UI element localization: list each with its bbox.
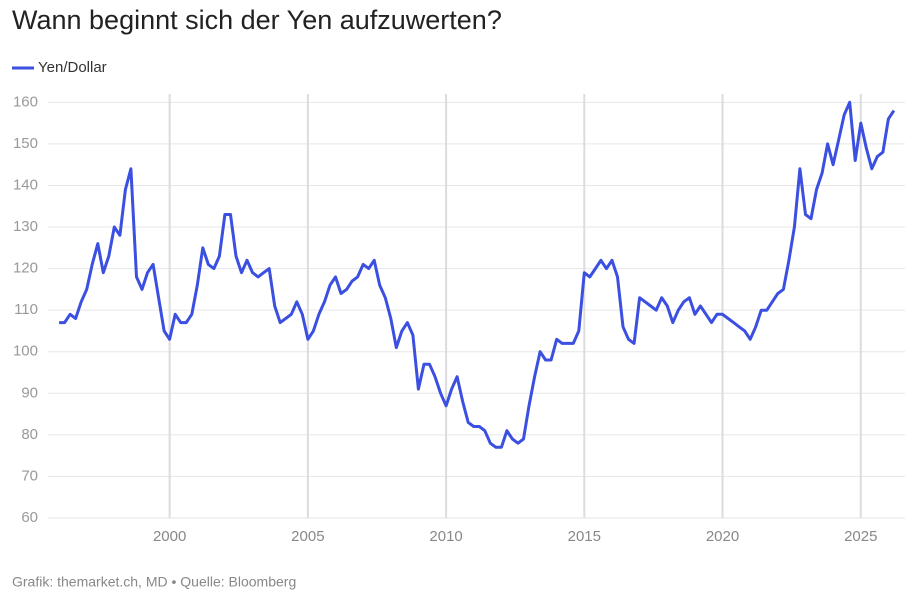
y-tick-label: 120 <box>13 260 38 277</box>
y-tick-label: 70 <box>21 467 38 484</box>
x-tick-label: 2015 <box>568 528 601 545</box>
x-tick-label: 2020 <box>706 528 739 545</box>
y-tick-label: 100 <box>13 343 38 360</box>
y-tick-label: 140 <box>13 176 38 193</box>
chart-title: Wann beginnt sich der Yen aufzuwerten? <box>12 5 502 35</box>
line <box>59 100 896 449</box>
x-tick-label: 2000 <box>153 528 186 545</box>
x-tick-label: 2010 <box>429 528 462 545</box>
y-tick-label: 150 <box>13 135 38 152</box>
source-note: Grafik: themarket.ch, MD • Quelle: Bloom… <box>12 574 296 590</box>
legend-label: Yen/Dollar <box>38 59 107 76</box>
y-tick-label: 130 <box>13 218 38 235</box>
y-tick-label: 90 <box>21 384 38 401</box>
y-tick-label: 160 <box>13 93 38 110</box>
y-tick-label: 60 <box>21 509 38 526</box>
y-tick-label: 80 <box>21 426 38 443</box>
y-tick-label: 110 <box>14 301 38 318</box>
x-tick-label: 2005 <box>291 528 324 545</box>
x-tick-label: 2025 <box>844 528 877 545</box>
